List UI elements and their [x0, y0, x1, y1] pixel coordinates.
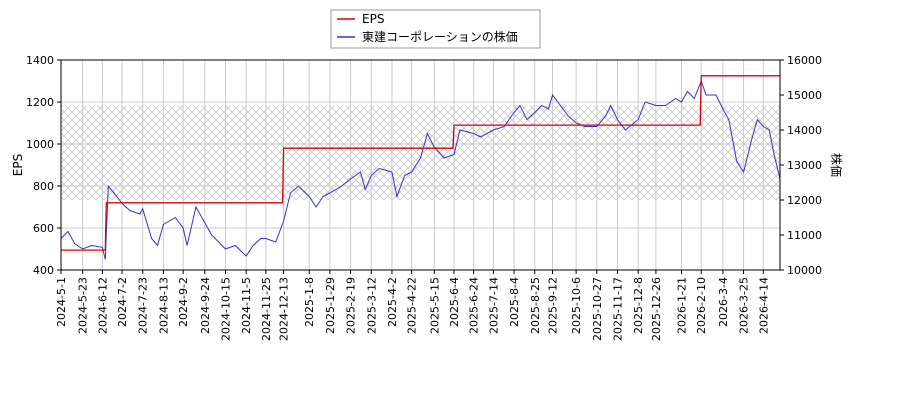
right-axis-ticks: 10000 11000 12000 13000 14000 15000 16000	[780, 54, 822, 277]
x-tick-label: 2025-1-8	[303, 277, 316, 327]
legend-box	[330, 9, 541, 49]
x-tick-label: 2025-6-4	[448, 277, 461, 327]
right-tick-label: 13000	[787, 159, 822, 172]
x-tick-label: 2024-9-24	[199, 277, 212, 334]
x-tick-label: 2025-11-17	[611, 277, 624, 341]
x-tick-label: 2025-8-4	[508, 277, 521, 327]
x-tick-label: 2026-4-14	[757, 277, 770, 334]
x-tick-label: 2024-9-2	[177, 277, 190, 327]
legend-label-eps: EPS	[362, 12, 384, 26]
right-tick-label: 11000	[787, 229, 822, 242]
x-tick-label: 2025-4-22	[406, 277, 419, 334]
x-tick-label: 2024-5-23	[77, 277, 90, 334]
left-tick-label: 1000	[26, 138, 54, 151]
x-tick-label: 2024-6-12	[96, 277, 109, 334]
right-tick-label: 15000	[787, 89, 822, 102]
x-tick-label: 2024-10-15	[219, 277, 232, 341]
x-tick-label: 2025-12-26	[650, 277, 663, 341]
right-tick-label: 14000	[787, 124, 822, 137]
right-tick-label: 16000	[787, 54, 822, 67]
x-tick-label: 2025-8-25	[529, 277, 542, 334]
x-tick-label: 2024-12-13	[278, 277, 291, 341]
x-tick-label: 2025-3-12	[365, 277, 378, 334]
x-tick-label: 2026-1-21	[676, 277, 689, 334]
x-tick-label: 2024-7-23	[137, 277, 150, 334]
y-axis-label-right: 株価	[829, 153, 844, 177]
left-tick-label: 800	[33, 180, 54, 193]
x-tick-label: 2026-2-10	[695, 277, 708, 334]
x-tick-label: 2024-8-13	[157, 277, 170, 334]
left-tick-label: 600	[33, 222, 54, 235]
right-tick-label: 12000	[787, 194, 822, 207]
x-axis-ticks: 2024-5-1 2024-5-23 2024-6-12 2024-7-2 2024-7…	[55, 270, 770, 341]
x-tick-label: 2024-11-5	[240, 277, 253, 334]
right-tick-label: 10000	[787, 264, 822, 277]
x-tick-label: 2025-4-2	[386, 277, 399, 327]
x-tick-label: 2024-7-2	[116, 277, 129, 327]
x-tick-label: 2025-7-14	[487, 277, 500, 334]
left-tick-label: 1200	[26, 96, 54, 109]
left-tick-label: 1400	[26, 54, 54, 67]
legend-label-price: 東建コーポレーションの株価	[362, 29, 518, 44]
x-tick-label: 2026-3-25	[738, 277, 751, 334]
x-tick-label: 2025-2-19	[345, 277, 358, 334]
x-tick-label: 2025-9-12	[546, 277, 559, 334]
series-line-eps	[61, 75, 780, 251]
series-line-price	[61, 79, 780, 260]
x-tick-label: 2025-5-15	[428, 277, 441, 334]
x-tick-label: 2025-10-6	[570, 277, 583, 334]
x-tick-label: 2025-1-29	[324, 277, 337, 334]
left-axis-ticks: 400 600 800 1000 1200 1400	[26, 54, 61, 277]
left-tick-label: 400	[33, 264, 54, 277]
series-layer	[61, 75, 780, 260]
x-tick-label: 2026-3-4	[717, 277, 730, 327]
x-tick-label: 2024-11-25	[260, 277, 273, 341]
x-tick-label: 2025-12-8	[632, 277, 645, 334]
x-tick-label: 2025-10-27	[591, 277, 604, 341]
legend: EPS 東建コーポレーションの株価	[330, 9, 541, 49]
hatch-band	[61, 105, 780, 200]
x-tick-label: 2025-6-24	[468, 277, 481, 334]
x-tick-label: 2024-5-1	[55, 277, 68, 327]
y-axis-label-left: EPS	[11, 154, 25, 176]
